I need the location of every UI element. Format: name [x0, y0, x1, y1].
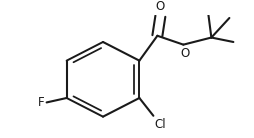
Text: O: O — [181, 47, 190, 60]
Text: O: O — [156, 0, 165, 13]
Text: Cl: Cl — [154, 118, 166, 131]
Text: F: F — [38, 96, 45, 109]
